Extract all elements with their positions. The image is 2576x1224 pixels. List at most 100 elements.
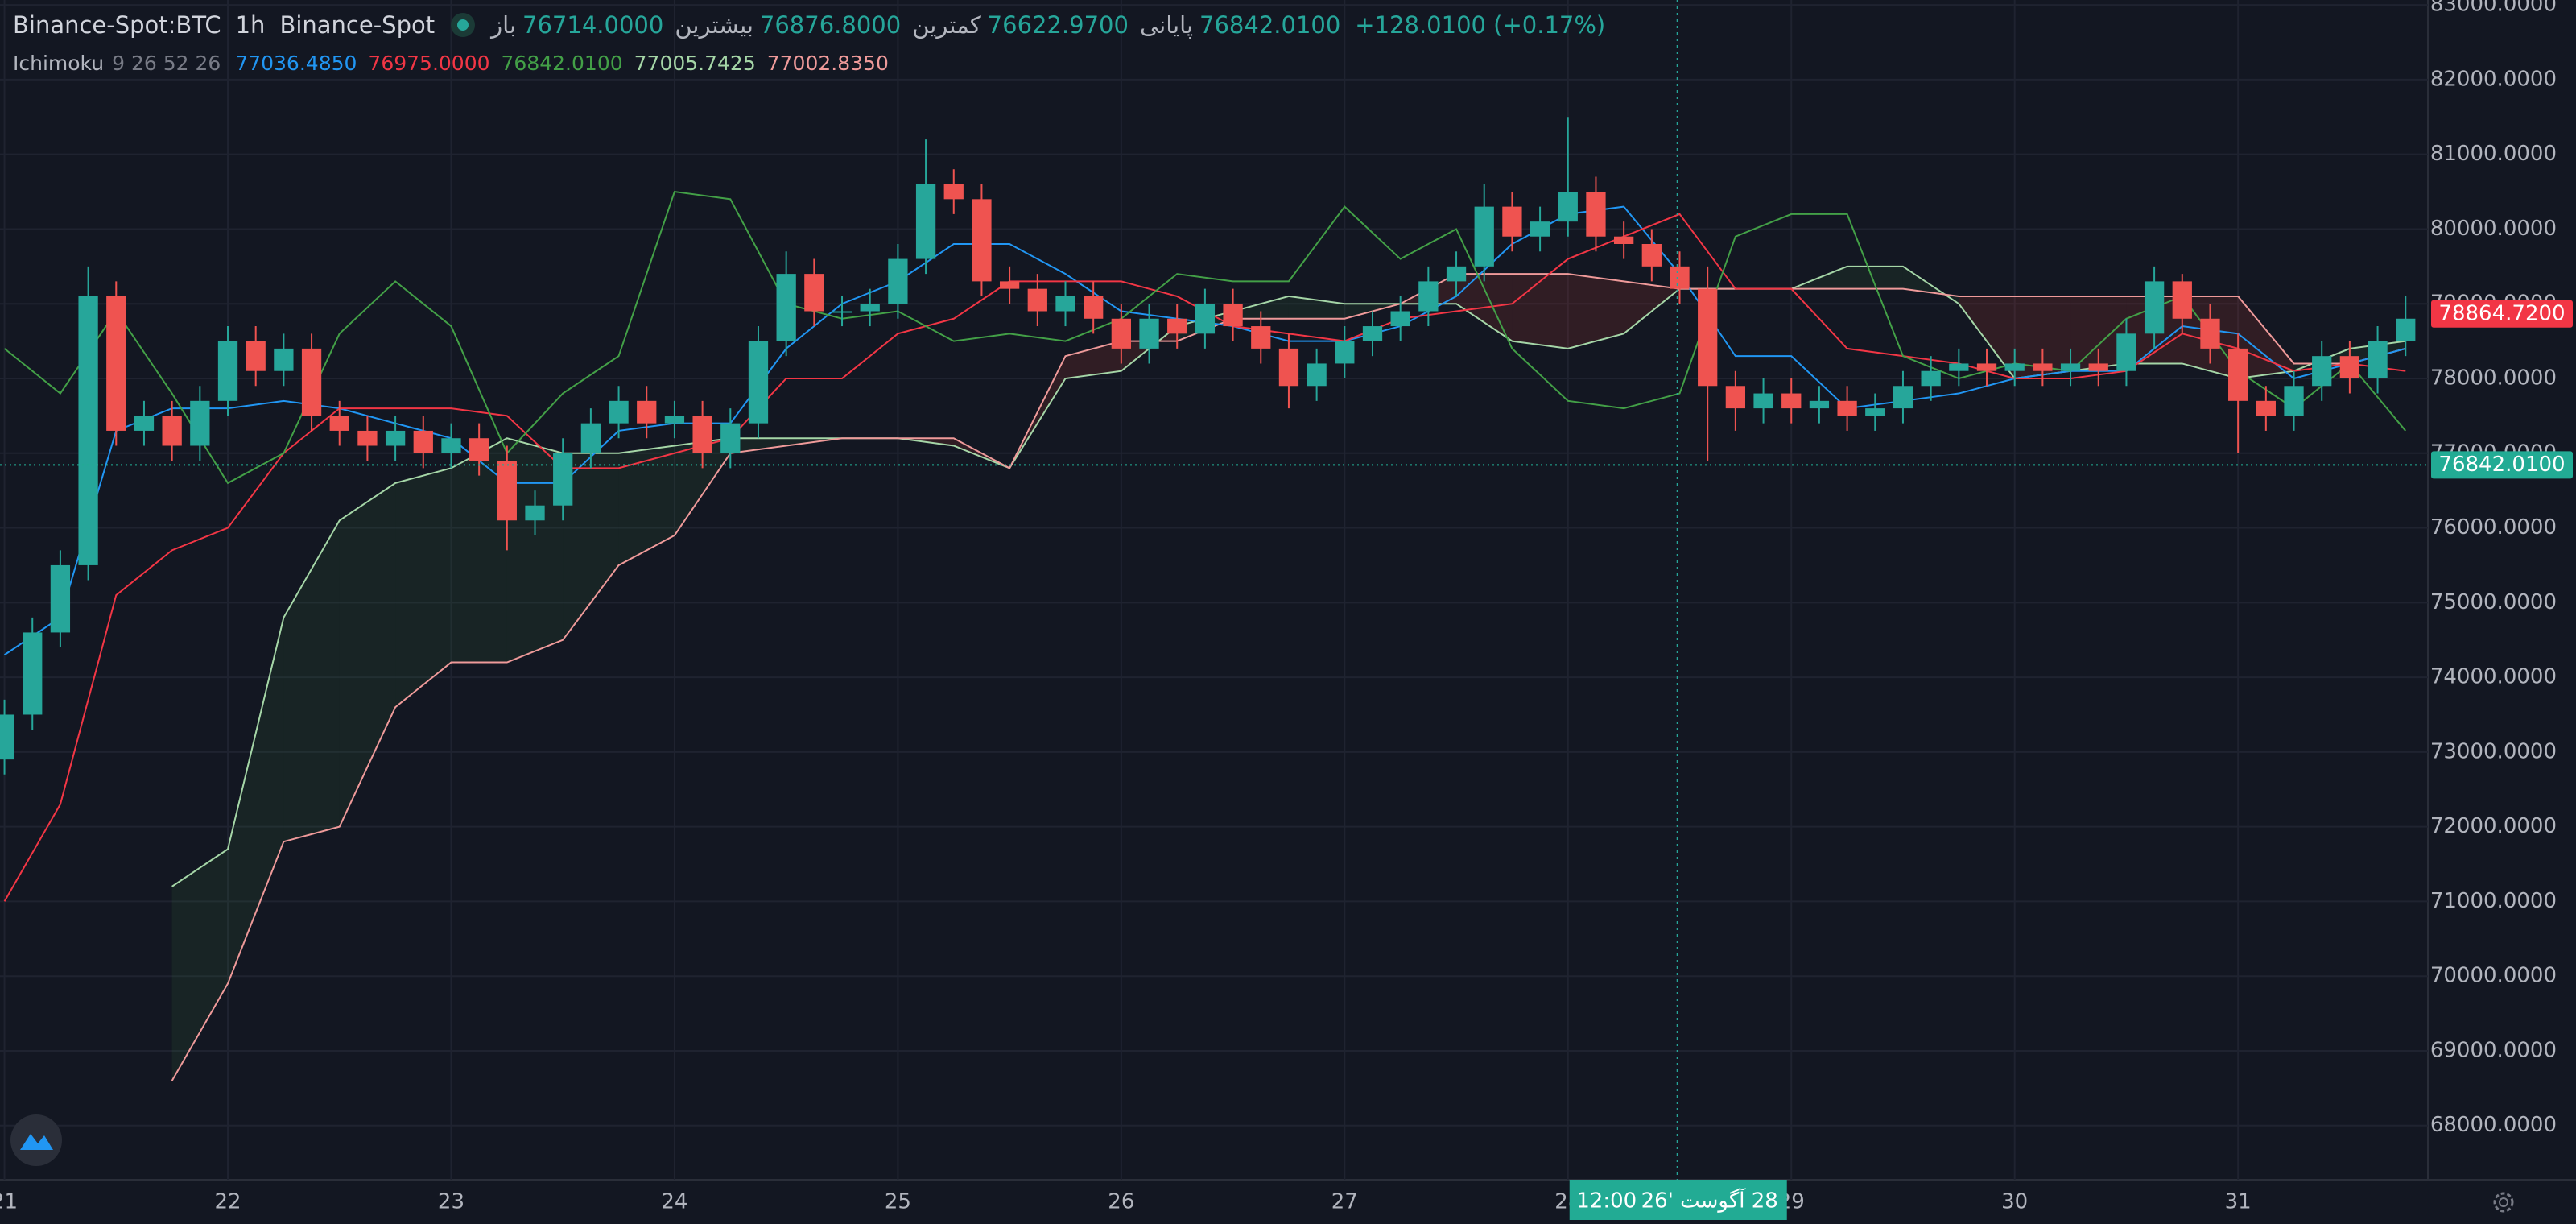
- candle-body: [217, 341, 238, 401]
- header: Binance-Spot:BTC 1h Binance-Spot باز 7671…: [13, 11, 1605, 39]
- candle-body: [1390, 311, 1410, 327]
- cloud-fill: [618, 445, 675, 565]
- candle-body: [637, 400, 657, 424]
- ohlc-item: پایانی 76842.0100: [1140, 11, 1340, 39]
- indicator-values: 77036.4850 76975.0000 76842.0100 77005.7425…: [235, 52, 889, 75]
- crosshair-time-badge: [1569, 1180, 1787, 1220]
- ohlc-item: بیشترین 76876.8000: [675, 11, 901, 39]
- interval[interactable]: 1h: [235, 11, 266, 39]
- cloud-fill: [283, 520, 340, 842]
- candle-body: [413, 430, 433, 453]
- cloud-fill: [1567, 274, 1624, 349]
- candle-body: [106, 296, 126, 431]
- ohlc-value: 76842.0100: [1199, 11, 1341, 39]
- candle-body: [1027, 288, 1047, 312]
- cloud-fill: [339, 482, 396, 827]
- price-badge-label: 76842.0100: [2438, 453, 2565, 477]
- cloud-fill: [1959, 296, 2015, 378]
- symbol[interactable]: Binance-Spot:BTC: [13, 11, 221, 39]
- candle-body: [2339, 356, 2360, 378]
- y-tick-label: 70000.0000: [2430, 964, 2557, 988]
- crosshair-date: 28 آگوست '26: [1641, 1188, 1778, 1214]
- gear-hub: [2499, 1197, 2508, 1207]
- candle-body: [301, 348, 322, 416]
- indicator-params: 9 26 52 26: [112, 52, 221, 75]
- x-tick-label: 23: [438, 1190, 464, 1214]
- candle-body: [1335, 341, 1355, 364]
- candle-body: [1641, 244, 1662, 267]
- indicator-value: 77005.7425: [634, 52, 756, 75]
- logo: [10, 1114, 62, 1166]
- candle-body: [1251, 326, 1271, 349]
- candle-body: [1976, 363, 1997, 371]
- ohlc-label: پایانی: [1139, 11, 1194, 39]
- y-tick-label: 73000.0000: [2430, 739, 2557, 763]
- candle-body: [2060, 363, 2081, 371]
- candle-body: [357, 430, 378, 446]
- cloud-fill: [451, 438, 507, 663]
- candle-body: [609, 400, 629, 424]
- y-tick-label: 71000.0000: [2430, 889, 2557, 913]
- cloud-fill: [228, 617, 284, 984]
- y-tick-label: 72000.0000: [2430, 814, 2557, 838]
- cloud-fill: [1065, 341, 1121, 378]
- indicator-value: 76975.0000: [368, 52, 490, 75]
- y-tick-label: 69000.0000: [2430, 1038, 2557, 1062]
- cloud-fill: [506, 438, 564, 663]
- candle-body: [804, 274, 824, 312]
- candle-body: [134, 416, 155, 431]
- candle-body: [2144, 281, 2165, 334]
- candle-body: [943, 184, 964, 200]
- ohlc-value: 76876.8000: [759, 11, 902, 39]
- candle-body: [720, 423, 741, 453]
- candle-body: [1725, 386, 1746, 409]
- candle-body: [23, 632, 43, 715]
- indicator-name[interactable]: Ichimoku: [13, 52, 105, 75]
- ohlc-value: 76622.9700: [987, 11, 1129, 39]
- candle-body: [274, 348, 294, 371]
- cloud-fill: [730, 438, 786, 453]
- candle-body: [1837, 400, 1857, 416]
- candle-body: [1502, 206, 1522, 237]
- candle-body: [1893, 386, 1913, 409]
- y-tick-label: 82000.0000: [2430, 67, 2557, 91]
- candle-body: [50, 564, 71, 633]
- candle-body: [1614, 236, 1634, 245]
- ohlc-label: بیشترین: [675, 11, 753, 39]
- candle-body: [1921, 370, 1941, 387]
- candle-body: [972, 199, 992, 282]
- y-tick-label: 76000.0000: [2430, 515, 2557, 540]
- cloud-fill: [1288, 296, 1345, 319]
- indicator-value: 77036.4850: [235, 52, 357, 75]
- y-tick-label: 83000.0000: [2430, 0, 2557, 17]
- x-tick-label: 24: [661, 1190, 687, 1214]
- candle-body: [1418, 281, 1439, 312]
- cloud-fill: [1624, 281, 1680, 334]
- price-badge: [2431, 300, 2573, 328]
- candle-body: [748, 341, 769, 424]
- gear-ring: [2493, 1192, 2514, 1213]
- indicator-value: 76842.0100: [501, 52, 623, 75]
- candle-body: [497, 461, 517, 521]
- y-tick-label: 81000.0000: [2430, 142, 2557, 166]
- candle-body: [329, 416, 349, 431]
- x-tick-label: 31: [2225, 1190, 2252, 1214]
- ohlc-item: کمترین 76622.9700: [912, 11, 1129, 39]
- candle-body: [441, 438, 461, 453]
- ohlc-value: 76714.0000: [522, 11, 664, 39]
- exchange: Binance-Spot: [279, 11, 436, 39]
- candles: [0, 117, 2416, 775]
- settings-icon[interactable]: [2493, 1192, 2514, 1213]
- x-tick-label: 26: [1108, 1190, 1134, 1214]
- candle-body: [2172, 281, 2192, 319]
- candle-body: [0, 714, 14, 760]
- candle-body: [190, 400, 210, 446]
- cloud-fill: [2238, 296, 2294, 378]
- candle-body: [1446, 266, 1467, 282]
- indicator-legend: Ichimoku 9 26 52 26 77036.4850 76975.0000…: [13, 52, 889, 75]
- candle-body: [580, 423, 601, 453]
- candle-body: [2228, 348, 2248, 401]
- x-tick-label: 27: [1331, 1190, 1358, 1214]
